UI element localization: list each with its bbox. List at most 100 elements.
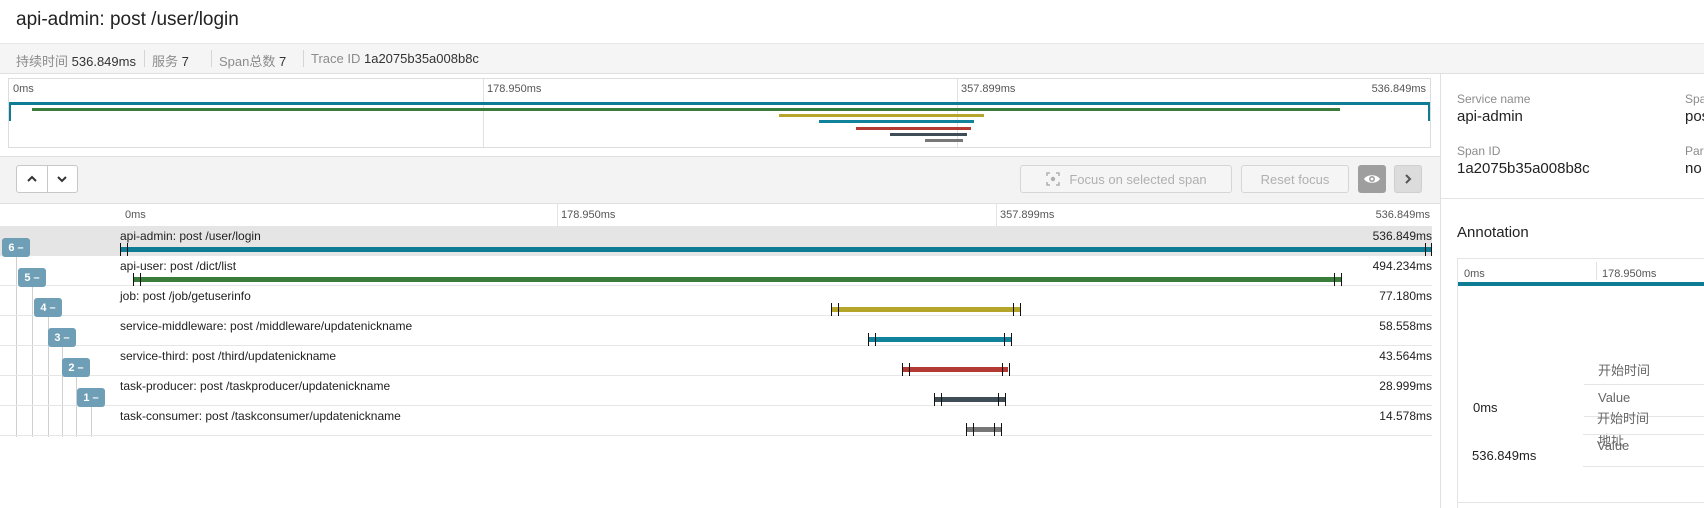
annotation-tick: 0ms	[1464, 268, 1485, 280]
chevron-up-icon	[27, 175, 37, 182]
minimap-span-bar	[924, 139, 964, 142]
span-bar[interactable]	[965, 427, 1002, 432]
annotation-heading: Annotation	[1457, 224, 1529, 241]
span-annotation-marker	[1004, 393, 1006, 406]
span-row[interactable]: task-consumer: post /taskconsumer/update…	[0, 406, 1432, 436]
meta-trace-id-value: 1a2075b35a008b8c	[363, 51, 479, 66]
span-bar[interactable]	[831, 307, 1020, 312]
minimap-tick: 357.899ms	[961, 83, 1016, 95]
span-annotation-marker	[127, 243, 128, 256]
trace-timeline-pane: 0ms 178.950ms 357.899ms 536.849ms Focus …	[0, 74, 1440, 508]
span-bar[interactable]	[133, 277, 1342, 282]
annotation-row-line	[1584, 384, 1704, 385]
span-row[interactable]: api-admin: post /user/login 536.849ms 6 –	[0, 226, 1432, 437]
span-annotation-marker	[994, 423, 996, 436]
collapse-children-toggle[interactable]: 1 –	[77, 388, 105, 407]
tree-guide-line	[16, 257, 17, 437]
span-name-value: pos	[1685, 108, 1704, 125]
meta-trace-id: Trace ID 1a2075b35a008b8c	[311, 51, 479, 66]
collapse-children-toggle[interactable]: 2 –	[62, 358, 90, 377]
span-rows: api-admin: post /user/login 536.849ms 6 – a…	[0, 226, 1432, 508]
span-annotation-marker	[1003, 333, 1005, 346]
timeline-tick: 0ms	[125, 209, 146, 221]
timeline-axis: 0ms 178.950ms 357.899ms 536.849ms	[0, 204, 1440, 226]
span-annotation-marker	[1425, 243, 1426, 256]
span-nav-group	[16, 165, 78, 193]
span-id-value: 1a2075b35a008b8c	[1457, 160, 1590, 177]
meta-span-count-label: Span总数	[219, 54, 276, 69]
chevron-right-icon	[1405, 174, 1412, 184]
span-annotation-marker	[133, 273, 135, 286]
meta-span-count-value: 7	[279, 54, 287, 69]
span-name-label: Spa	[1685, 92, 1704, 106]
title-bar: api-admin: post /user/login	[0, 0, 1704, 44]
reset-button-label: Reset focus	[1260, 171, 1330, 187]
meta-services-label: 服务	[152, 54, 179, 69]
span-annotation-marker	[1431, 243, 1432, 256]
minimap-span-bar	[9, 102, 1430, 105]
span-annotation-marker	[1019, 303, 1021, 316]
timeline-toolbar: Focus on selected span Reset focus	[0, 156, 1440, 204]
tree-guide-line	[76, 377, 77, 437]
span-bar[interactable]	[933, 397, 1005, 402]
span-bar[interactable]	[867, 337, 1011, 342]
span-row[interactable]: job: post /job/getuserinfo 77.180ms 4 –	[0, 286, 1432, 437]
meta-span-count: Span总数 7	[219, 51, 286, 70]
minimap-handle[interactable]	[9, 103, 11, 121]
span-annotation-marker	[1012, 303, 1014, 316]
meta-divider	[144, 50, 145, 67]
parent-id-label: Par	[1685, 144, 1704, 158]
focus-on-selected-span-button[interactable]: Focus on selected span	[1020, 165, 1232, 193]
toggle-visibility-button[interactable]	[1358, 165, 1386, 193]
span-duration: 58.558ms	[1379, 319, 1432, 333]
tree-guide-line	[62, 347, 63, 437]
span-detail-pane: Service name api-admin Spa pos Span ID 1…	[1440, 74, 1704, 508]
minimap-span-bar	[779, 114, 984, 118]
page-title: api-admin: post /user/login	[16, 9, 239, 30]
span-row[interactable]: task-producer: post /taskproducer/update…	[0, 376, 1432, 437]
next-span-button[interactable]	[46, 166, 77, 192]
expand-detail-button[interactable]	[1394, 165, 1422, 193]
minimap-tick: 536.849ms	[1371, 83, 1426, 95]
span-row[interactable]: service-middleware: post /middleware/upd…	[0, 316, 1432, 437]
span-annotation-marker	[831, 303, 833, 316]
span-annotation-marker	[1010, 333, 1012, 346]
meta-services: 服务 7	[152, 51, 189, 70]
span-bar[interactable]	[120, 247, 1432, 252]
minimap-tick: 178.950ms	[487, 83, 542, 95]
meta-divider	[303, 50, 304, 67]
span-annotation-marker	[1008, 363, 1010, 376]
collapse-children-toggle[interactable]: 4 –	[34, 298, 62, 317]
span-bar[interactable]	[902, 367, 1009, 372]
span-annotation-marker	[965, 423, 967, 436]
collapse-children-toggle[interactable]: 3 –	[48, 328, 76, 347]
span-row[interactable]: service-third: post /third/updatenicknam…	[0, 346, 1432, 437]
collapse-children-toggle[interactable]: 5 –	[18, 268, 46, 287]
span-duration: 494.234ms	[1372, 259, 1432, 273]
chevron-down-icon	[57, 176, 68, 183]
span-annotation-marker	[140, 273, 142, 286]
span-annotation-marker	[1001, 363, 1003, 376]
meta-duration-label: 持续时间	[16, 54, 69, 69]
minimap-tick: 0ms	[13, 83, 34, 95]
span-annotation-marker	[120, 243, 121, 256]
span-name: service-third: post /third/updatenicknam…	[120, 349, 337, 363]
trace-minimap[interactable]: 0ms 178.950ms 357.899ms 536.849ms	[8, 78, 1431, 148]
annotation-field: Value	[1598, 390, 1631, 405]
span-row[interactable]: api-user: post /dict/list 494.234ms 5 –	[0, 256, 1432, 437]
meta-duration: 持续时间 536.849ms	[16, 51, 136, 70]
reset-focus-button[interactable]: Reset focus	[1241, 165, 1349, 193]
annotation-field: Value	[1597, 438, 1630, 453]
span-annotation-marker	[1341, 273, 1343, 286]
previous-span-button[interactable]	[17, 166, 47, 192]
meta-services-value: 7	[181, 54, 189, 69]
span-duration: 43.564ms	[1379, 349, 1432, 363]
minimap-span-bar	[856, 126, 972, 130]
minimap-handle[interactable]	[1428, 103, 1430, 121]
annotation-row-line	[1583, 466, 1704, 467]
meta-divider	[211, 50, 212, 67]
span-annotation-marker	[997, 393, 999, 406]
trace-meta-bar: 持续时间 536.849ms 服务 7 Span总数 7 Trace ID 1a…	[0, 44, 1704, 74]
collapse-children-toggle[interactable]: 6 –	[2, 238, 30, 257]
